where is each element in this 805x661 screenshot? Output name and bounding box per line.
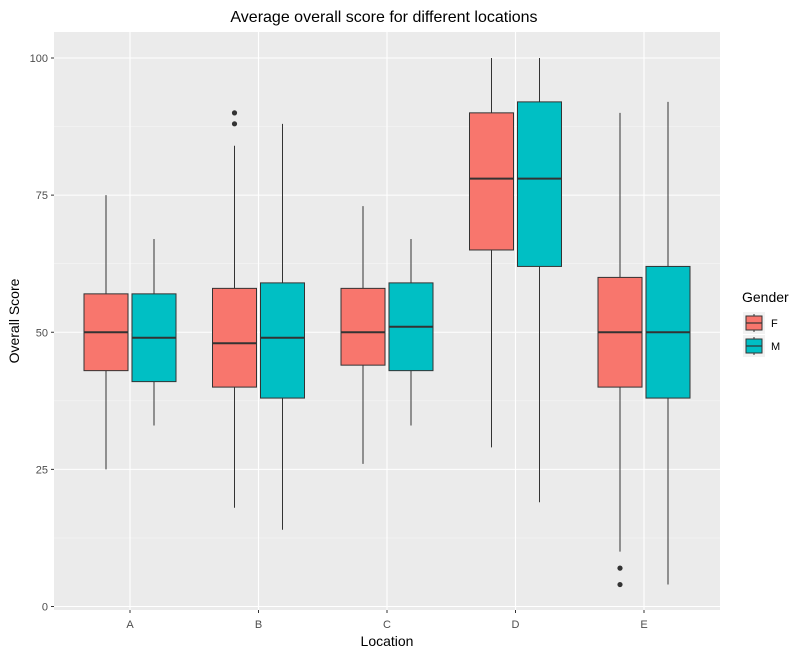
legend-title: Gender [742,289,789,305]
outlier-point [231,110,238,116]
outlier-point [231,121,238,127]
x-tick-label: C [383,619,391,631]
box-M-D [517,58,562,503]
outlier-point [617,581,623,588]
y-axis-label: Overall Score [6,278,22,363]
box-F-C [340,206,386,464]
axis-layer: 0 25 50 75 100 A B C D E [30,53,648,631]
y-tick-label: 50 [36,327,48,339]
x-tick-label: E [640,619,647,631]
box-F-A [83,195,129,470]
legend-key-M [743,335,765,357]
outlier-point [617,565,623,571]
legend: Gender FM [742,289,789,357]
x-tick-label: B [255,619,262,631]
y-tick-label: 75 [36,190,48,202]
x-tick-label: D [512,619,520,631]
y-tick-label: 100 [30,53,48,65]
box-iqr [212,287,257,388]
x-axis-label: Location [361,633,414,649]
legend-label: M [771,341,780,353]
box-iqr [340,287,386,366]
box-M-A [131,239,177,426]
chart-title: Average overall score for different loca… [230,9,537,26]
grid-lines [54,32,720,610]
y-tick-label: 0 [42,602,48,614]
box-F-B [212,110,257,508]
box-M-E [645,101,691,585]
x-tick-label: A [126,619,134,631]
legend-label: F [771,318,778,330]
box-iqr [260,282,305,399]
box-iqr [517,101,562,267]
box-F-D [469,58,514,448]
box-layer [83,58,691,588]
legend-key-F [743,312,765,334]
box-iqr [469,112,514,251]
y-tick-label: 25 [36,464,48,476]
box-F-E [597,112,643,588]
box-M-C [388,239,434,426]
box-M-B [260,123,305,530]
